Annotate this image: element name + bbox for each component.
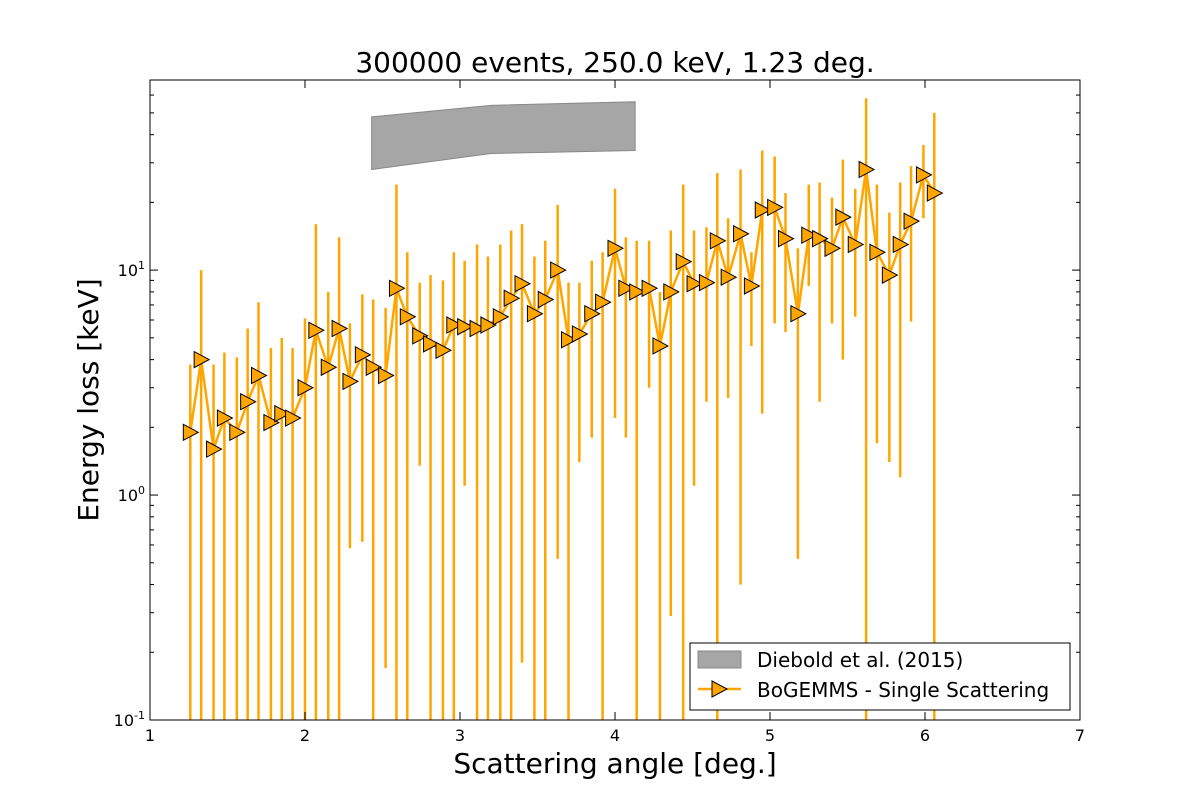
data-point xyxy=(331,319,349,338)
data-point xyxy=(193,350,211,369)
data-point xyxy=(274,404,291,423)
data-point xyxy=(835,208,852,226)
chart-title: 300000 events, 250.0 keV, 1.23 deg. xyxy=(355,46,874,79)
data-point xyxy=(412,327,429,345)
data-point xyxy=(641,279,659,298)
data-point xyxy=(881,266,899,284)
data-point xyxy=(480,316,497,334)
data-point xyxy=(686,274,704,293)
data-point xyxy=(926,184,944,202)
data-point xyxy=(399,307,417,326)
data-point xyxy=(629,283,646,301)
x-tick-label: 6 xyxy=(920,726,930,745)
data-point xyxy=(720,268,738,287)
data-point xyxy=(342,372,360,391)
data-point xyxy=(767,198,784,217)
data-point xyxy=(858,160,876,179)
data-point xyxy=(709,231,727,250)
x-tick-label: 5 xyxy=(765,726,775,745)
data-point xyxy=(240,392,257,411)
data-point xyxy=(297,378,315,397)
data-point xyxy=(595,293,612,312)
data-point xyxy=(182,423,200,442)
data-point xyxy=(571,325,589,343)
data-point xyxy=(607,239,625,258)
y-tick-label: 100 xyxy=(118,484,145,505)
diebold-band xyxy=(371,101,636,171)
data-point xyxy=(733,224,750,243)
data-point xyxy=(388,279,406,298)
data-point xyxy=(903,212,921,231)
data-point xyxy=(869,243,887,262)
y-tick-label: 10-1 xyxy=(114,709,145,730)
data-point xyxy=(229,423,246,442)
data-point xyxy=(492,307,510,326)
data-point xyxy=(663,283,680,301)
data-point xyxy=(584,304,601,323)
data-point xyxy=(446,316,463,334)
x-tick-label: 7 xyxy=(1075,726,1085,745)
data-point xyxy=(503,289,521,308)
legend: Diebold et al. (2015) BoGEMMS - Single S… xyxy=(689,642,1071,711)
data-point xyxy=(652,337,670,355)
data-point xyxy=(778,229,795,248)
data-point xyxy=(561,330,578,349)
x-tick-label: 4 xyxy=(610,726,620,745)
axis-ticks: 1 2 3 4 5 6 7 10-1 100 101 xyxy=(114,80,1085,745)
legend-label-bogemms: BoGEMMS - Single Scattering xyxy=(757,678,1049,702)
data-point xyxy=(435,341,453,360)
x-axis-label: Scattering angle [deg.] xyxy=(453,747,776,780)
data-point xyxy=(892,235,910,254)
data-point xyxy=(618,279,635,298)
data-point xyxy=(216,409,234,427)
data-point xyxy=(812,229,829,248)
data-point xyxy=(754,201,772,219)
legend-label-diebold: Diebold et al. (2015) xyxy=(757,648,963,672)
data-point xyxy=(550,261,567,279)
data-point xyxy=(824,239,842,258)
data-point xyxy=(365,358,383,377)
data-point xyxy=(801,226,818,244)
data-point xyxy=(847,235,865,254)
data-point xyxy=(675,252,693,271)
data-point xyxy=(915,166,933,184)
data-point xyxy=(423,335,440,353)
legend-box xyxy=(689,642,1071,711)
data-point xyxy=(537,290,555,309)
data-point xyxy=(206,440,223,458)
data-point xyxy=(790,304,807,323)
data-point xyxy=(698,273,716,292)
data-point xyxy=(469,319,487,338)
data-point xyxy=(378,366,395,385)
data-point xyxy=(514,274,532,293)
legend-series-marker xyxy=(711,680,729,698)
data-point xyxy=(743,277,761,295)
y-tick-label: 101 xyxy=(118,259,145,280)
data-point xyxy=(263,413,280,432)
legend-band-swatch xyxy=(697,650,742,669)
data-point xyxy=(308,321,325,340)
x-tick-label: 2 xyxy=(300,726,310,745)
data-point xyxy=(251,366,268,385)
y-axis-label: Energy loss [keV] xyxy=(72,278,105,521)
data-point xyxy=(457,317,474,336)
x-tick-label: 3 xyxy=(455,726,465,745)
x-tick-label: 1 xyxy=(145,726,155,745)
data-point xyxy=(285,409,302,427)
plot-area xyxy=(182,98,944,720)
data-point xyxy=(354,346,372,364)
data-point xyxy=(320,358,338,377)
data-point xyxy=(526,304,544,323)
